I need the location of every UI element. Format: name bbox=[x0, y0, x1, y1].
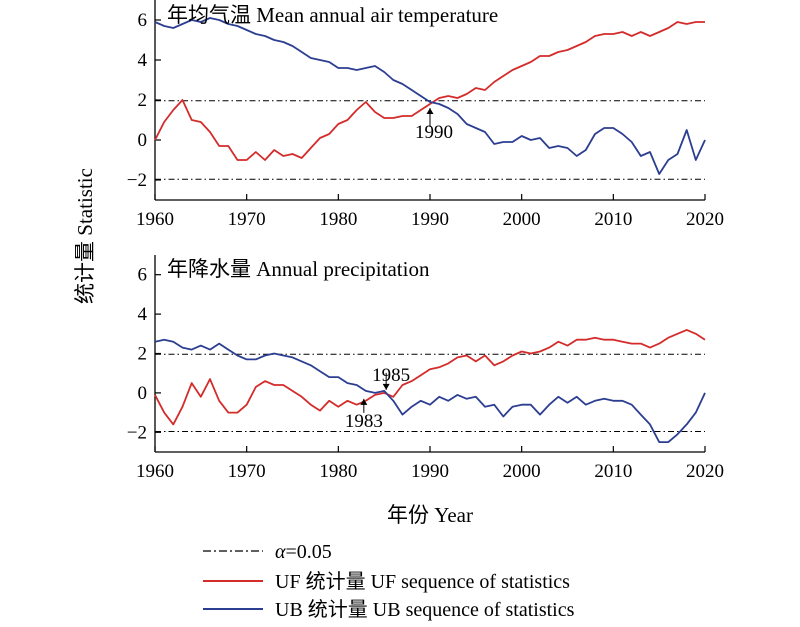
x-tick-label: 1990 bbox=[411, 461, 449, 482]
legend-label-alpha-value: =0.05 bbox=[286, 541, 332, 563]
y-tick-label: 2 bbox=[138, 344, 148, 365]
y-tick-label: 4 bbox=[138, 304, 148, 325]
panels-layer: −2 0 2 4 6 1960 1970 1980 1990 2000 2010 2020 年均气温 M… bbox=[127, 0, 724, 482]
annotation-label: 1990 bbox=[415, 122, 453, 143]
y-tick-label: 6 bbox=[138, 10, 148, 31]
annotation-arrow-head bbox=[360, 398, 368, 405]
y-tick-label: 6 bbox=[138, 265, 148, 286]
y-tick-label: 4 bbox=[138, 50, 148, 71]
panel-title: 年降水量 Annual precipitation bbox=[167, 257, 430, 281]
x-tick-label: 2000 bbox=[503, 209, 541, 230]
legend-label-uf: UF 统计量 UF sequence of statistics bbox=[275, 570, 570, 593]
y-tick-label: 2 bbox=[138, 90, 148, 111]
y-tick-label: 0 bbox=[138, 130, 148, 151]
y-tick-label: −2 bbox=[127, 422, 147, 443]
series-uf-line bbox=[154, 21, 705, 161]
panel-2: −2 0 2 4 6 1960 1970 1980 1990 2000 2010 2020 年降水量 A… bbox=[127, 255, 724, 482]
annotation-arrow-head bbox=[382, 383, 390, 390]
series-uf-line bbox=[154, 328, 706, 426]
x-tick-label: 2010 bbox=[594, 461, 632, 482]
legend-label-ub: UB 统计量 UB sequence of statistics bbox=[275, 598, 575, 621]
panel-1: −2 0 2 4 6 1960 1970 1980 1990 2000 2010 2020 年均气温 M… bbox=[127, 0, 724, 230]
annotation-arrow-head bbox=[426, 108, 434, 114]
annotation-label: 1985 bbox=[372, 365, 410, 386]
legend-label-alpha: α=0.05 bbox=[275, 541, 332, 563]
legend: α=0.05 UF 统计量 UF sequence of statistics … bbox=[203, 541, 575, 621]
x-tick-label: 1970 bbox=[228, 461, 266, 482]
legend-label-alpha-symbol: α bbox=[275, 541, 286, 563]
panel-title: 年均气温 Mean annual air temperature bbox=[167, 3, 498, 27]
x-tick-label: 2020 bbox=[686, 209, 724, 230]
x-tick-label: 1980 bbox=[319, 209, 357, 230]
y-tick-label: 0 bbox=[138, 383, 148, 404]
x-tick-label: 1960 bbox=[136, 461, 174, 482]
series-ub-line bbox=[154, 338, 706, 444]
series-ub-line bbox=[154, 17, 706, 175]
x-tick-label: 1990 bbox=[411, 209, 449, 230]
y-axis-label: 统计量 Statistic bbox=[73, 168, 97, 304]
x-tick-label: 1980 bbox=[319, 461, 357, 482]
x-tick-label: 2010 bbox=[594, 209, 632, 230]
x-axis-label: 年份 Year bbox=[387, 503, 473, 527]
x-tick-label: 1970 bbox=[228, 209, 266, 230]
x-tick-label: 2020 bbox=[686, 461, 724, 482]
annotation-label: 1983 bbox=[345, 411, 383, 432]
x-tick-label: 1960 bbox=[136, 209, 174, 230]
x-tick-label: 2000 bbox=[503, 461, 541, 482]
y-tick-label: −2 bbox=[127, 170, 147, 191]
